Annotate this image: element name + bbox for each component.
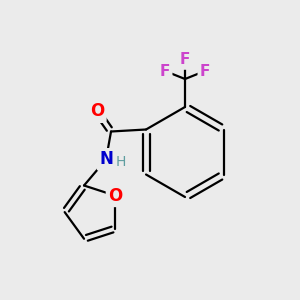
Text: O: O	[108, 187, 122, 205]
Text: O: O	[90, 103, 104, 121]
Text: F: F	[200, 64, 210, 79]
Text: N: N	[99, 151, 113, 169]
Text: F: F	[160, 64, 170, 79]
Text: F: F	[180, 52, 190, 68]
Text: H: H	[116, 154, 126, 169]
